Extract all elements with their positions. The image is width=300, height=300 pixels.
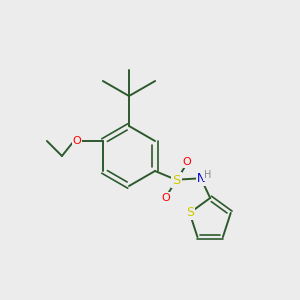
Text: S: S [186,206,194,219]
Text: O: O [162,193,170,203]
Text: S: S [172,173,181,187]
Text: O: O [183,157,191,167]
Text: H: H [204,170,212,180]
Text: O: O [73,136,81,146]
Text: N: N [197,172,206,185]
